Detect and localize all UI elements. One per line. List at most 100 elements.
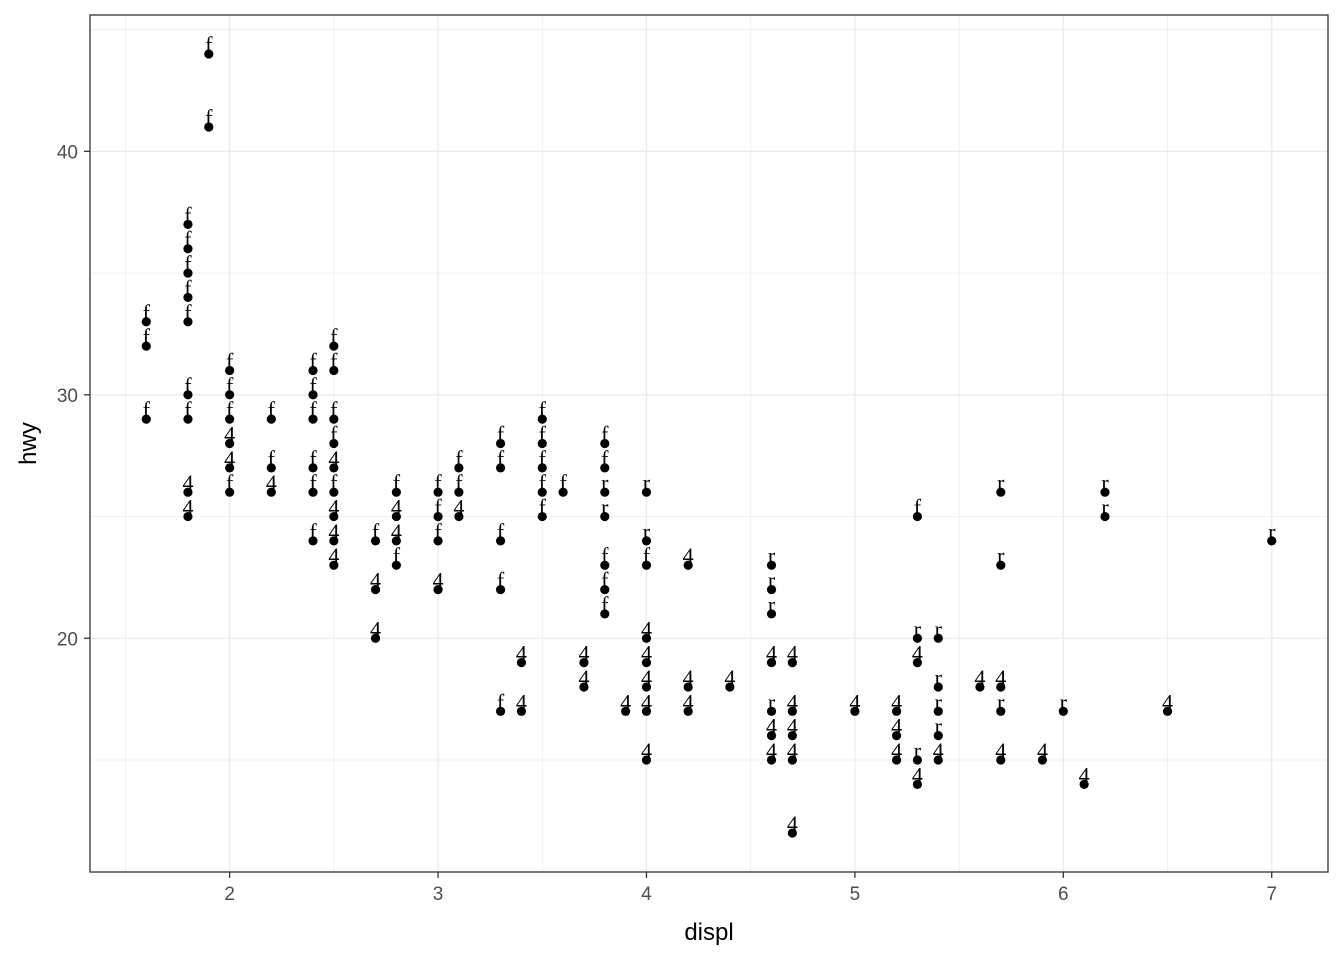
- y-axis-title: hwy: [15, 422, 42, 465]
- point-label: f: [497, 446, 505, 471]
- data-point: [308, 536, 318, 546]
- data-point: [683, 682, 693, 692]
- data-point: [183, 390, 193, 400]
- data-point: [766, 731, 777, 741]
- data-point: [641, 536, 652, 546]
- point-label: 4: [182, 470, 193, 495]
- point-label: f: [226, 373, 234, 398]
- data-point: [600, 463, 610, 473]
- point-label: r: [768, 592, 776, 617]
- x-axis-title: displ: [684, 919, 733, 946]
- point-label: 4: [995, 738, 1006, 763]
- data-point: [933, 755, 943, 765]
- point-label: f: [143, 324, 151, 349]
- point-label: f: [643, 543, 651, 568]
- data-point: [225, 487, 235, 497]
- point-label: f: [601, 446, 609, 471]
- data-point: [329, 511, 339, 522]
- data-point: [787, 706, 797, 716]
- data-point: [308, 390, 318, 400]
- point-label: f: [497, 422, 505, 447]
- data-point: [933, 633, 943, 643]
- data-point: [579, 658, 589, 668]
- data-point: [1267, 536, 1277, 546]
- data-point: [329, 463, 339, 473]
- point-label: f: [309, 446, 317, 471]
- data-point: [537, 487, 547, 497]
- data-point: [495, 706, 506, 716]
- point-label: f: [309, 519, 317, 544]
- point-label: 4: [974, 665, 985, 690]
- data-point: [579, 682, 589, 692]
- point-label: 4: [933, 738, 944, 763]
- point-label: r: [997, 543, 1005, 568]
- point-label: 4: [182, 495, 193, 520]
- data-point: [641, 560, 652, 570]
- data-point: [329, 487, 339, 497]
- point-labels-layer: ffffffffff44fffff44fff4ffffffffff4f444f4…: [143, 32, 1276, 836]
- data-point: [933, 706, 943, 716]
- data-point: [683, 560, 693, 570]
- point-label: f: [372, 519, 380, 544]
- point-label: f: [205, 105, 213, 130]
- data-point: [225, 438, 235, 449]
- data-point: [787, 755, 797, 765]
- data-point: [454, 463, 464, 473]
- x-tick-label: 5: [850, 884, 861, 905]
- data-point: [370, 584, 381, 595]
- data-point: [766, 755, 777, 765]
- data-point: [266, 487, 276, 497]
- data-point: [787, 828, 797, 838]
- data-point: [600, 609, 610, 619]
- point-label: 4: [328, 519, 339, 544]
- point-label: f: [601, 592, 609, 617]
- point-label: f: [914, 495, 922, 520]
- data-point: [641, 658, 652, 668]
- point-label: r: [768, 568, 776, 593]
- data-point: [641, 633, 652, 643]
- data-point: [141, 414, 151, 424]
- point-label: r: [914, 616, 922, 641]
- data-point: [996, 755, 1006, 765]
- data-point: [495, 584, 506, 595]
- data-point: [266, 463, 276, 473]
- point-label: 4: [224, 422, 235, 447]
- point-label: r: [935, 665, 943, 690]
- point-label: f: [184, 373, 192, 398]
- y-tick-label: 30: [57, 386, 78, 407]
- point-label: f: [330, 422, 338, 447]
- point-label: r: [643, 470, 651, 495]
- x-tick-label: 3: [433, 884, 444, 905]
- data-point: [329, 438, 339, 449]
- data-point: [641, 487, 652, 497]
- data-point: [766, 609, 777, 619]
- data-point: [225, 365, 235, 376]
- data-point: [495, 463, 506, 473]
- data-point: [1100, 511, 1110, 522]
- x-axis: 2 3 4 5 6 7: [224, 872, 1277, 905]
- point-label: 4: [766, 714, 777, 739]
- point-label: f: [309, 470, 317, 495]
- point-label: f: [393, 470, 401, 495]
- point-label: r: [768, 689, 776, 714]
- data-point: [183, 268, 193, 278]
- data-point: [391, 560, 401, 570]
- data-point: [433, 511, 443, 522]
- data-point: [225, 390, 235, 400]
- data-point: [912, 755, 923, 765]
- point-label: f: [497, 519, 505, 544]
- data-point: [495, 438, 506, 449]
- data-point: [329, 536, 339, 546]
- point-label: f: [226, 348, 234, 373]
- panel-background: [90, 15, 1328, 872]
- data-point: [329, 365, 339, 376]
- data-point: [558, 487, 568, 497]
- point-label: f: [434, 470, 442, 495]
- data-point: [391, 536, 401, 546]
- data-point: [454, 487, 464, 497]
- point-label: r: [768, 543, 776, 568]
- point-label: 4: [995, 665, 1006, 690]
- data-point: [266, 414, 276, 424]
